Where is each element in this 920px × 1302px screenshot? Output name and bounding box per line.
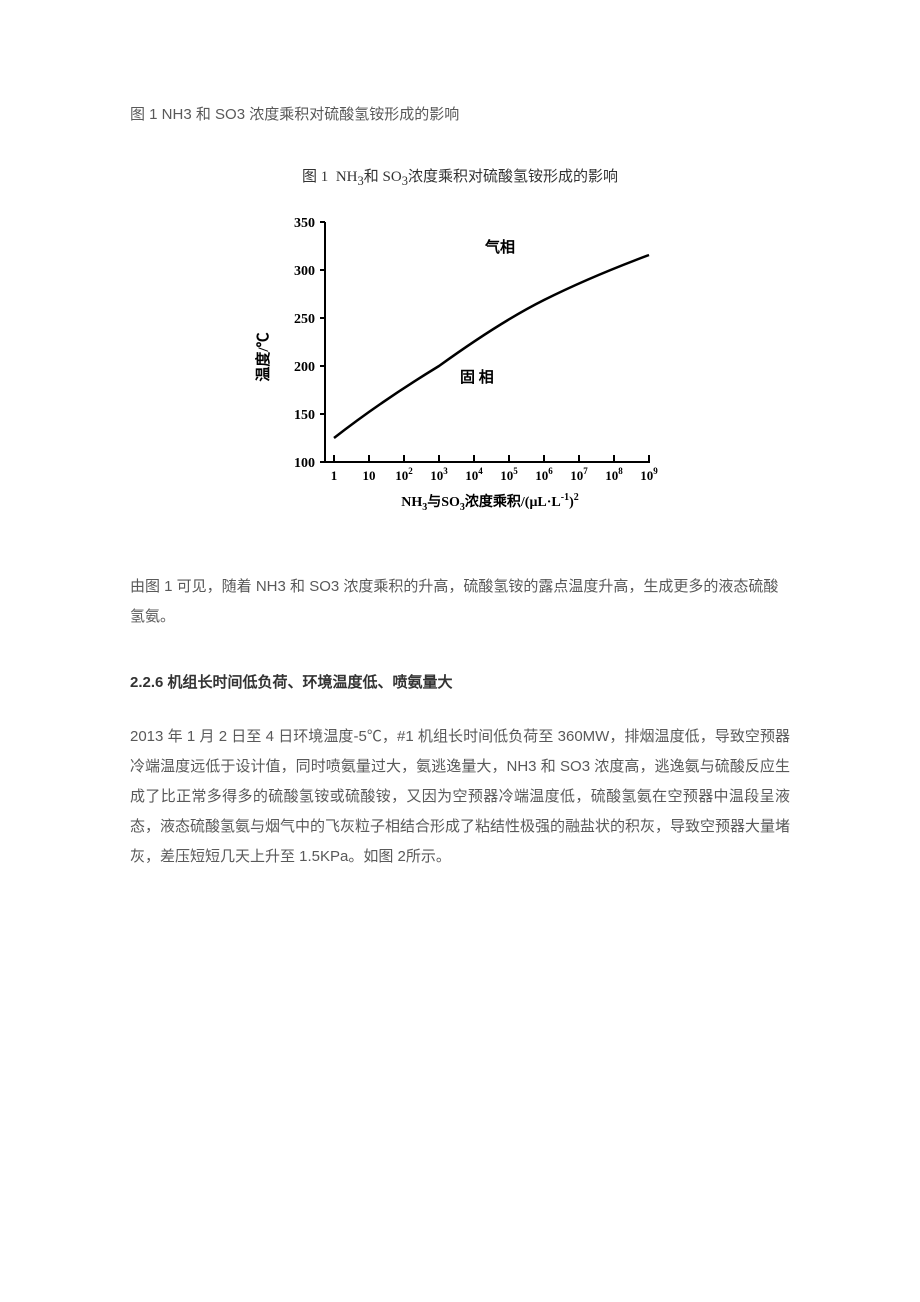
svg-text:102: 102 <box>395 466 413 483</box>
svg-text:300: 300 <box>294 264 315 279</box>
section-heading: 2.2.6 机组长时间低负荷、环境温度低、喷氨量大 <box>130 668 790 698</box>
svg-text:107: 107 <box>570 466 588 483</box>
figure-internal-label: 图 1 NH3和 SO3浓度乘积对硫酸氢铵形成的影响 <box>130 162 790 194</box>
y-axis-label: 温度/℃ <box>254 332 272 381</box>
svg-text:104: 104 <box>465 466 483 483</box>
svg-text:200: 200 <box>294 360 315 375</box>
y-ticks: 100 150 200 250 300 350 <box>294 216 325 471</box>
svg-text:250: 250 <box>294 312 315 327</box>
observation-text: 由图 1 可见，随着 NH3 和 SO3 浓度乘积的升高，硫酸氢铵的露点温度升高… <box>130 572 790 632</box>
svg-text:100: 100 <box>294 456 315 471</box>
svg-text:350: 350 <box>294 216 315 231</box>
svg-text:10: 10 <box>363 468 376 483</box>
figure-caption: 图 1 NH3 和 SO3 浓度乘积对硫酸氢铵形成的影响 <box>130 100 790 130</box>
svg-text:108: 108 <box>605 466 623 483</box>
body-paragraph: 2013 年 1 月 2 日至 4 日环境温度-5℃，#1 机组长时间低负荷至 … <box>130 722 790 872</box>
svg-text:150: 150 <box>294 408 315 423</box>
chart-svg: 温度/℃ 100 150 200 250 300 350 1 10 102 10… <box>250 202 670 522</box>
curve <box>334 255 649 438</box>
x-ticks: 1 10 102 103 104 105 106 107 108 109 <box>331 455 659 483</box>
svg-text:109: 109 <box>640 466 658 483</box>
solid-label: 固 相 <box>460 368 494 386</box>
chart-figure: 温度/℃ 100 150 200 250 300 350 1 10 102 10… <box>130 202 790 522</box>
gas-label: 气相 <box>484 238 515 256</box>
svg-text:106: 106 <box>535 466 553 483</box>
svg-text:1: 1 <box>331 468 338 483</box>
svg-text:103: 103 <box>430 466 448 483</box>
x-axis-label: NH3与SO3浓度乘积/(μL·L-1)2 <box>401 492 579 513</box>
svg-text:105: 105 <box>500 466 518 483</box>
